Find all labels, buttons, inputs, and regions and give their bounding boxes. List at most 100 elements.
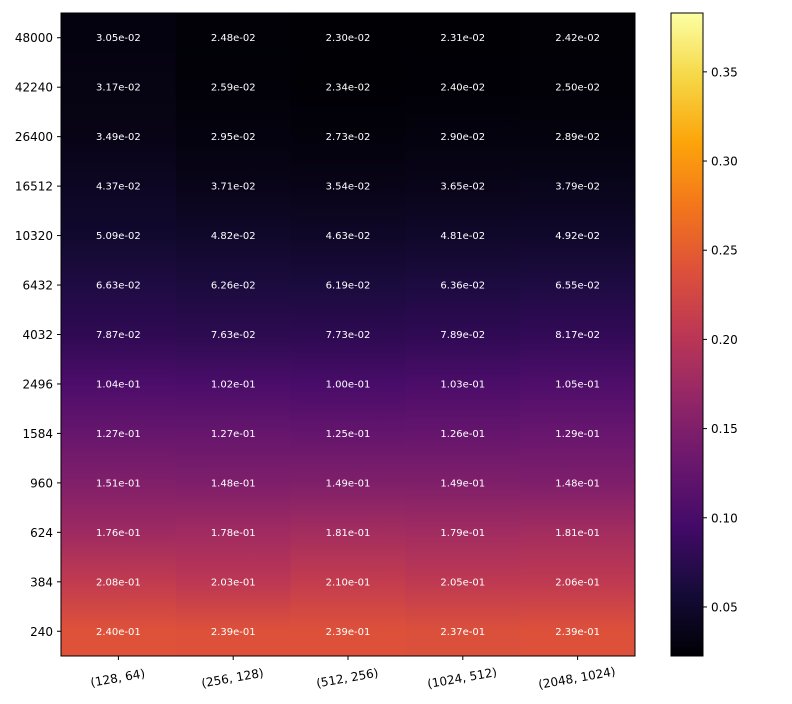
cell-value-label: 2.40e-02: [440, 83, 485, 94]
colorbar-tick-label: 0.05: [711, 600, 738, 614]
cell-value-label: 1.51e-01: [96, 478, 141, 489]
cell-value-label: 3.49e-02: [96, 132, 141, 143]
cell-value-label: 3.79e-02: [555, 182, 600, 193]
cell-value-label: 3.71e-02: [211, 182, 256, 193]
cell-value-label: 2.48e-02: [211, 33, 256, 44]
heatmap-column: [405, 13, 521, 656]
x-tick-label: (256, 128): [200, 666, 264, 691]
cell-value-label: 2.03e-01: [211, 577, 256, 588]
cell-value-label: 2.73e-02: [326, 132, 371, 143]
cell-value-label: 2.05e-01: [440, 577, 485, 588]
heatmap-image: [61, 13, 635, 656]
x-axis: (128, 64) (256, 128) (512, 256) (1024, 512)…: [89, 656, 617, 692]
y-tick-label: 960: [30, 476, 53, 490]
cell-value-label: 2.40e-01: [96, 627, 141, 638]
cell-value-label: 2.39e-01: [326, 627, 371, 638]
y-tick-label: 10320: [15, 229, 53, 243]
colorbar-tick-label: 0.25: [711, 244, 738, 258]
y-tick-label: 624: [30, 526, 53, 540]
cell-value-label: 4.37e-02: [96, 182, 141, 193]
cell-value-label: 2.59e-02: [211, 83, 256, 94]
colorbar-frame: [670, 12, 704, 657]
cell-value-label: 1.49e-01: [440, 478, 485, 489]
cell-value-label: 4.63e-02: [326, 231, 371, 242]
y-tick-label: 26400: [15, 130, 53, 144]
colorbar: [671, 13, 703, 656]
cell-value-label: 7.87e-02: [96, 330, 141, 341]
cell-value-label: 1.27e-01: [96, 429, 141, 440]
heatmap-column: [175, 13, 292, 656]
y-axis: 48000 42240 26400 16512 10320 6432 4032 2496 158…: [15, 31, 61, 639]
cell-value-label: 1.26e-01: [440, 429, 485, 440]
cell-value-label: 1.03e-01: [440, 379, 485, 390]
cell-value-label: 3.54e-02: [326, 182, 371, 193]
y-tick-label: 42240: [15, 81, 53, 95]
cell-value-label: 6.19e-02: [326, 281, 371, 292]
cell-value-label: 8.17e-02: [555, 330, 600, 341]
cell-value-label: 2.42e-02: [555, 33, 600, 44]
heatmap-column: [290, 13, 406, 656]
cell-value-label: 6.63e-02: [96, 281, 141, 292]
cell-value-label: 1.76e-01: [96, 528, 141, 539]
cell-value-label: 2.90e-02: [440, 132, 485, 143]
cell-value-label: 2.06e-01: [555, 577, 600, 588]
cell-value-label: 6.36e-02: [440, 281, 485, 292]
cell-value-label: 7.73e-02: [326, 330, 371, 341]
cell-value-label: 1.81e-01: [326, 528, 371, 539]
cell-value-label: 4.92e-02: [555, 231, 600, 242]
cell-value-label: 2.10e-01: [326, 577, 371, 588]
cell-value-label: 2.39e-01: [555, 627, 600, 638]
y-tick-label: 2496: [22, 377, 53, 391]
cell-value-label: 1.05e-01: [555, 379, 600, 390]
colorbar-tick-label: 0.15: [711, 422, 738, 436]
cell-value-label: 1.78e-01: [211, 528, 256, 539]
cell-value-label: 1.48e-01: [211, 478, 256, 489]
cell-value-label: 2.08e-01: [96, 577, 141, 588]
cell-value-label: 1.04e-01: [96, 379, 141, 390]
y-tick-label: 48000: [15, 31, 53, 45]
x-tick-label: (1024, 512): [426, 665, 498, 691]
x-tick-label: (512, 256): [315, 666, 379, 691]
cell-value-label: 3.17e-02: [96, 83, 141, 94]
y-tick-label: 1584: [22, 427, 53, 441]
heatmap-column: [61, 13, 177, 656]
colorbar-tick-label: 0.20: [711, 333, 738, 347]
y-tick-label: 384: [30, 575, 53, 589]
cell-value-label: 6.55e-02: [555, 281, 600, 292]
y-tick-label: 240: [30, 625, 53, 639]
cell-value-label: 1.27e-01: [211, 429, 256, 440]
cell-value-label: 4.81e-02: [440, 231, 485, 242]
y-tick-label: 16512: [15, 180, 53, 194]
cell-value-label: 3.05e-02: [96, 33, 141, 44]
cell-value-label: 6.26e-02: [211, 281, 256, 292]
cell-value-label: 1.48e-01: [555, 478, 600, 489]
cell-value-label: 2.95e-02: [211, 132, 256, 143]
cell-value-label: 1.81e-01: [555, 528, 600, 539]
cell-value-label: 1.02e-01: [211, 379, 256, 390]
cell-value-label: 1.00e-01: [326, 379, 371, 390]
colorbar-tick-label: 0.35: [711, 65, 738, 79]
cell-value-label: 2.89e-02: [555, 132, 600, 143]
cell-value-label: 2.30e-02: [326, 33, 371, 44]
cell-value-label: 1.25e-01: [326, 429, 371, 440]
cell-value-label: 2.50e-02: [555, 83, 600, 94]
colorbar-tick-label: 0.30: [711, 155, 738, 169]
y-tick-label: 4032: [22, 328, 53, 342]
x-tick-label: (128, 64): [89, 666, 146, 689]
colorbar-axis: 0.05 0.10 0.15 0.20 0.25 0.30 0.35: [703, 65, 738, 614]
cell-labels: 3.05e-02 2.48e-02 2.30e-02 2.31e-02 2.42e-02…: [96, 33, 600, 638]
cell-value-label: 2.39e-01: [211, 627, 256, 638]
cell-value-label: 7.89e-02: [440, 330, 485, 341]
cell-value-label: 5.09e-02: [96, 231, 141, 242]
cell-value-label: 4.82e-02: [211, 231, 256, 242]
cell-value-label: 2.34e-02: [326, 83, 371, 94]
x-tick-label: (2048, 1024): [537, 664, 616, 691]
heatmap-column: [520, 13, 635, 656]
cell-value-label: 7.63e-02: [211, 330, 256, 341]
cell-value-label: 2.31e-02: [440, 33, 485, 44]
cell-value-label: 1.49e-01: [326, 478, 371, 489]
cell-value-label: 1.79e-01: [440, 528, 485, 539]
cell-value-label: 2.37e-01: [440, 627, 485, 638]
colorbar-tick-label: 0.10: [711, 511, 738, 525]
